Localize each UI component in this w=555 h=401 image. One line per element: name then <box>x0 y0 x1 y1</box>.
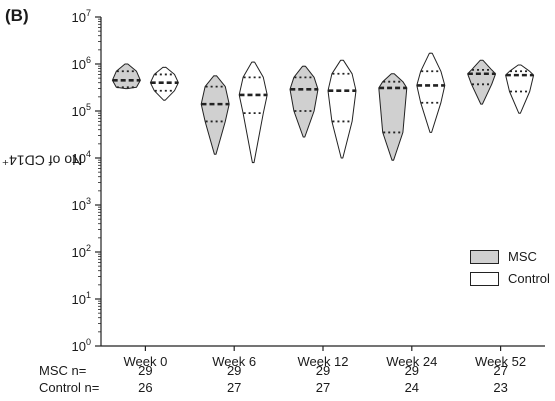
y-tick-base: 10 <box>72 339 86 354</box>
x-tick-label: Week 52 <box>475 354 526 369</box>
y-tick-exponent: 5 <box>86 102 91 112</box>
y-tick-base: 10 <box>72 151 86 166</box>
x-tick-label: Week 6 <box>212 354 256 369</box>
y-tick-label: 107 <box>72 8 91 25</box>
y-tick-base: 10 <box>72 10 86 25</box>
violin-control-2 <box>327 59 357 159</box>
y-tick-exponent: 0 <box>86 337 91 347</box>
y-tick-label: 100 <box>72 337 91 354</box>
violin-msc-0 <box>111 63 141 90</box>
y-tick-base: 10 <box>72 245 86 260</box>
n-cell: 29 <box>404 363 420 378</box>
y-tick-exponent: 1 <box>86 290 91 300</box>
y-tick-label: 104 <box>72 149 91 166</box>
n-row-label-msc: MSC n= <box>39 363 87 378</box>
y-tick-exponent: 7 <box>86 8 91 18</box>
n-cell: 26 <box>138 380 153 395</box>
n-cell: 29 <box>138 363 153 378</box>
violin-control-0 <box>149 66 179 101</box>
y-tick-base: 10 <box>72 198 86 213</box>
n-cell: 29 <box>226 363 242 378</box>
x-tick-label: Week 24 <box>386 354 437 369</box>
n-row-label-control: Control n= <box>39 380 100 395</box>
x-tick-label: Week 0 <box>123 354 167 369</box>
y-tick-exponent: 4 <box>86 149 91 159</box>
y-tick-exponent: 3 <box>86 196 91 206</box>
n-cell: 27 <box>315 380 331 395</box>
violin-msc-2 <box>289 65 319 138</box>
y-tick-base: 10 <box>72 104 86 119</box>
y-tick-base: 10 <box>72 57 86 72</box>
legend-item-msc: MSC <box>470 249 537 264</box>
y-tick-base: 10 <box>72 292 86 307</box>
panel-label: (B) <box>5 6 29 25</box>
n-cell: 23 <box>493 380 508 395</box>
y-tick-label: 106 <box>72 55 91 72</box>
y-tick-label: 105 <box>72 102 91 119</box>
y-tick-exponent: 6 <box>86 55 91 65</box>
violin-msc-4 <box>467 59 497 105</box>
x-tick-label: Week 12 <box>297 354 348 369</box>
legend-swatch-msc <box>470 249 499 264</box>
n-cell: 27 <box>226 380 242 395</box>
n-cell: 29 <box>315 363 331 378</box>
violin-control-3 <box>416 52 446 133</box>
n-cell: 27 <box>493 363 508 378</box>
legend-label-control: Control <box>508 271 550 286</box>
legend-swatch-control <box>470 271 499 286</box>
violin-msc-1 <box>200 75 230 155</box>
violin-control-1 <box>238 61 268 164</box>
y-tick-label: 101 <box>72 290 91 307</box>
y-tick-label: 103 <box>72 196 91 213</box>
legend-label-msc: MSC <box>508 249 537 264</box>
violin-msc-3 <box>378 73 408 161</box>
y-tick-exponent: 2 <box>86 243 91 253</box>
n-cell: 24 <box>404 380 420 395</box>
y-tick-label: 102 <box>72 243 91 260</box>
legend-item-control: Control <box>470 271 550 286</box>
violin-control-4 <box>505 64 535 114</box>
